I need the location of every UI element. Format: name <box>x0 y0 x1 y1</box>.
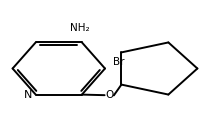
Text: N: N <box>24 90 33 100</box>
Text: Br: Br <box>113 57 125 67</box>
Text: NH₂: NH₂ <box>70 23 90 33</box>
Text: O: O <box>105 90 113 100</box>
